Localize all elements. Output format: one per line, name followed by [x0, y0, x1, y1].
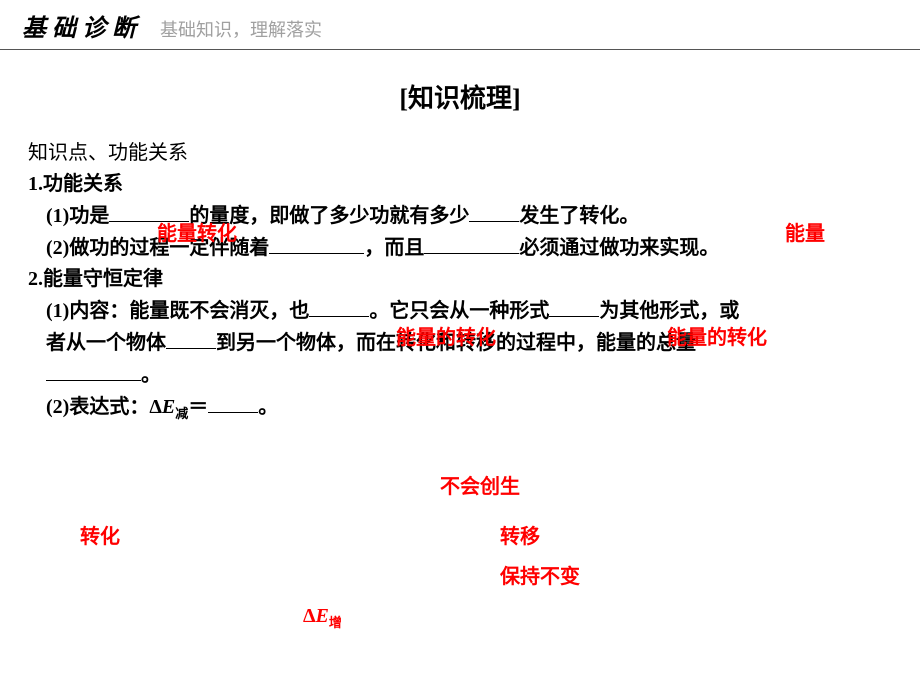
- s2-p1-a: (1)内容：能量既不会消灭，也: [46, 300, 309, 322]
- s2-p1-c: 为其他形式，或: [599, 300, 739, 322]
- s2-p1-b: 。它只会从一种形式: [369, 300, 549, 322]
- s1-p1-a: (1)功是: [46, 205, 109, 227]
- s1-num: 1.功能关系: [28, 170, 892, 199]
- header-title: 基础诊断: [22, 8, 142, 43]
- header-subtitle: 基础知识，理解落实: [160, 16, 322, 42]
- header-bar: 基础诊断 基础知识，理解落实: [0, 0, 920, 50]
- doc-title: [知识梳理]: [0, 78, 920, 115]
- annot-9: ΔE增: [303, 605, 342, 631]
- blank: [46, 360, 141, 381]
- s2-p2-sub: 减: [175, 406, 188, 421]
- annot-9-sub: 增: [329, 615, 342, 630]
- s2-p2-b: ＝: [188, 396, 208, 418]
- annot-6: 转化: [80, 520, 120, 549]
- annot-8: 保持不变: [500, 560, 580, 589]
- annot-5: 不会创生: [440, 470, 520, 499]
- content-body: 知识点、功能关系 1.功能关系 (1)功是的量度，即做了多少功就有多少发生了转化…: [0, 115, 920, 424]
- s2-p1-d: 者从一个物体: [46, 332, 166, 354]
- blank: [549, 296, 599, 317]
- s1-p1-c: 发生了转化。: [519, 205, 639, 227]
- s2-p1-l3: 。: [28, 360, 892, 390]
- section-heading: 知识点、功能关系: [28, 139, 892, 168]
- blank: [208, 392, 258, 413]
- annot-4: 能量的转化: [667, 321, 767, 350]
- annot-9-d: Δ: [303, 605, 316, 627]
- s1-p2-c: 必须通过做功来实现。: [519, 237, 719, 259]
- blank: [309, 296, 369, 317]
- s2-p2-E: E: [162, 396, 175, 418]
- blank: [424, 233, 519, 254]
- annot-9-E: E: [316, 605, 329, 627]
- s2-p2-c: 。: [258, 396, 278, 418]
- blank: [469, 201, 519, 222]
- s2-p2: (2)表达式：ΔE减＝ 。: [28, 392, 892, 424]
- blank: [166, 328, 216, 349]
- s2-p1-f: 。: [141, 364, 161, 386]
- blank: [269, 233, 364, 254]
- s1-p2-b: ，而且: [364, 237, 424, 259]
- annot-2: 能量: [785, 217, 825, 246]
- annot-3: 能量的转化: [396, 321, 496, 350]
- annot-7: 转移: [500, 520, 540, 549]
- annot-1: 能量转化: [157, 217, 237, 246]
- s2-num: 2.能量守恒定律: [28, 265, 892, 294]
- s2-p2-a: (2)表达式：Δ: [46, 396, 162, 418]
